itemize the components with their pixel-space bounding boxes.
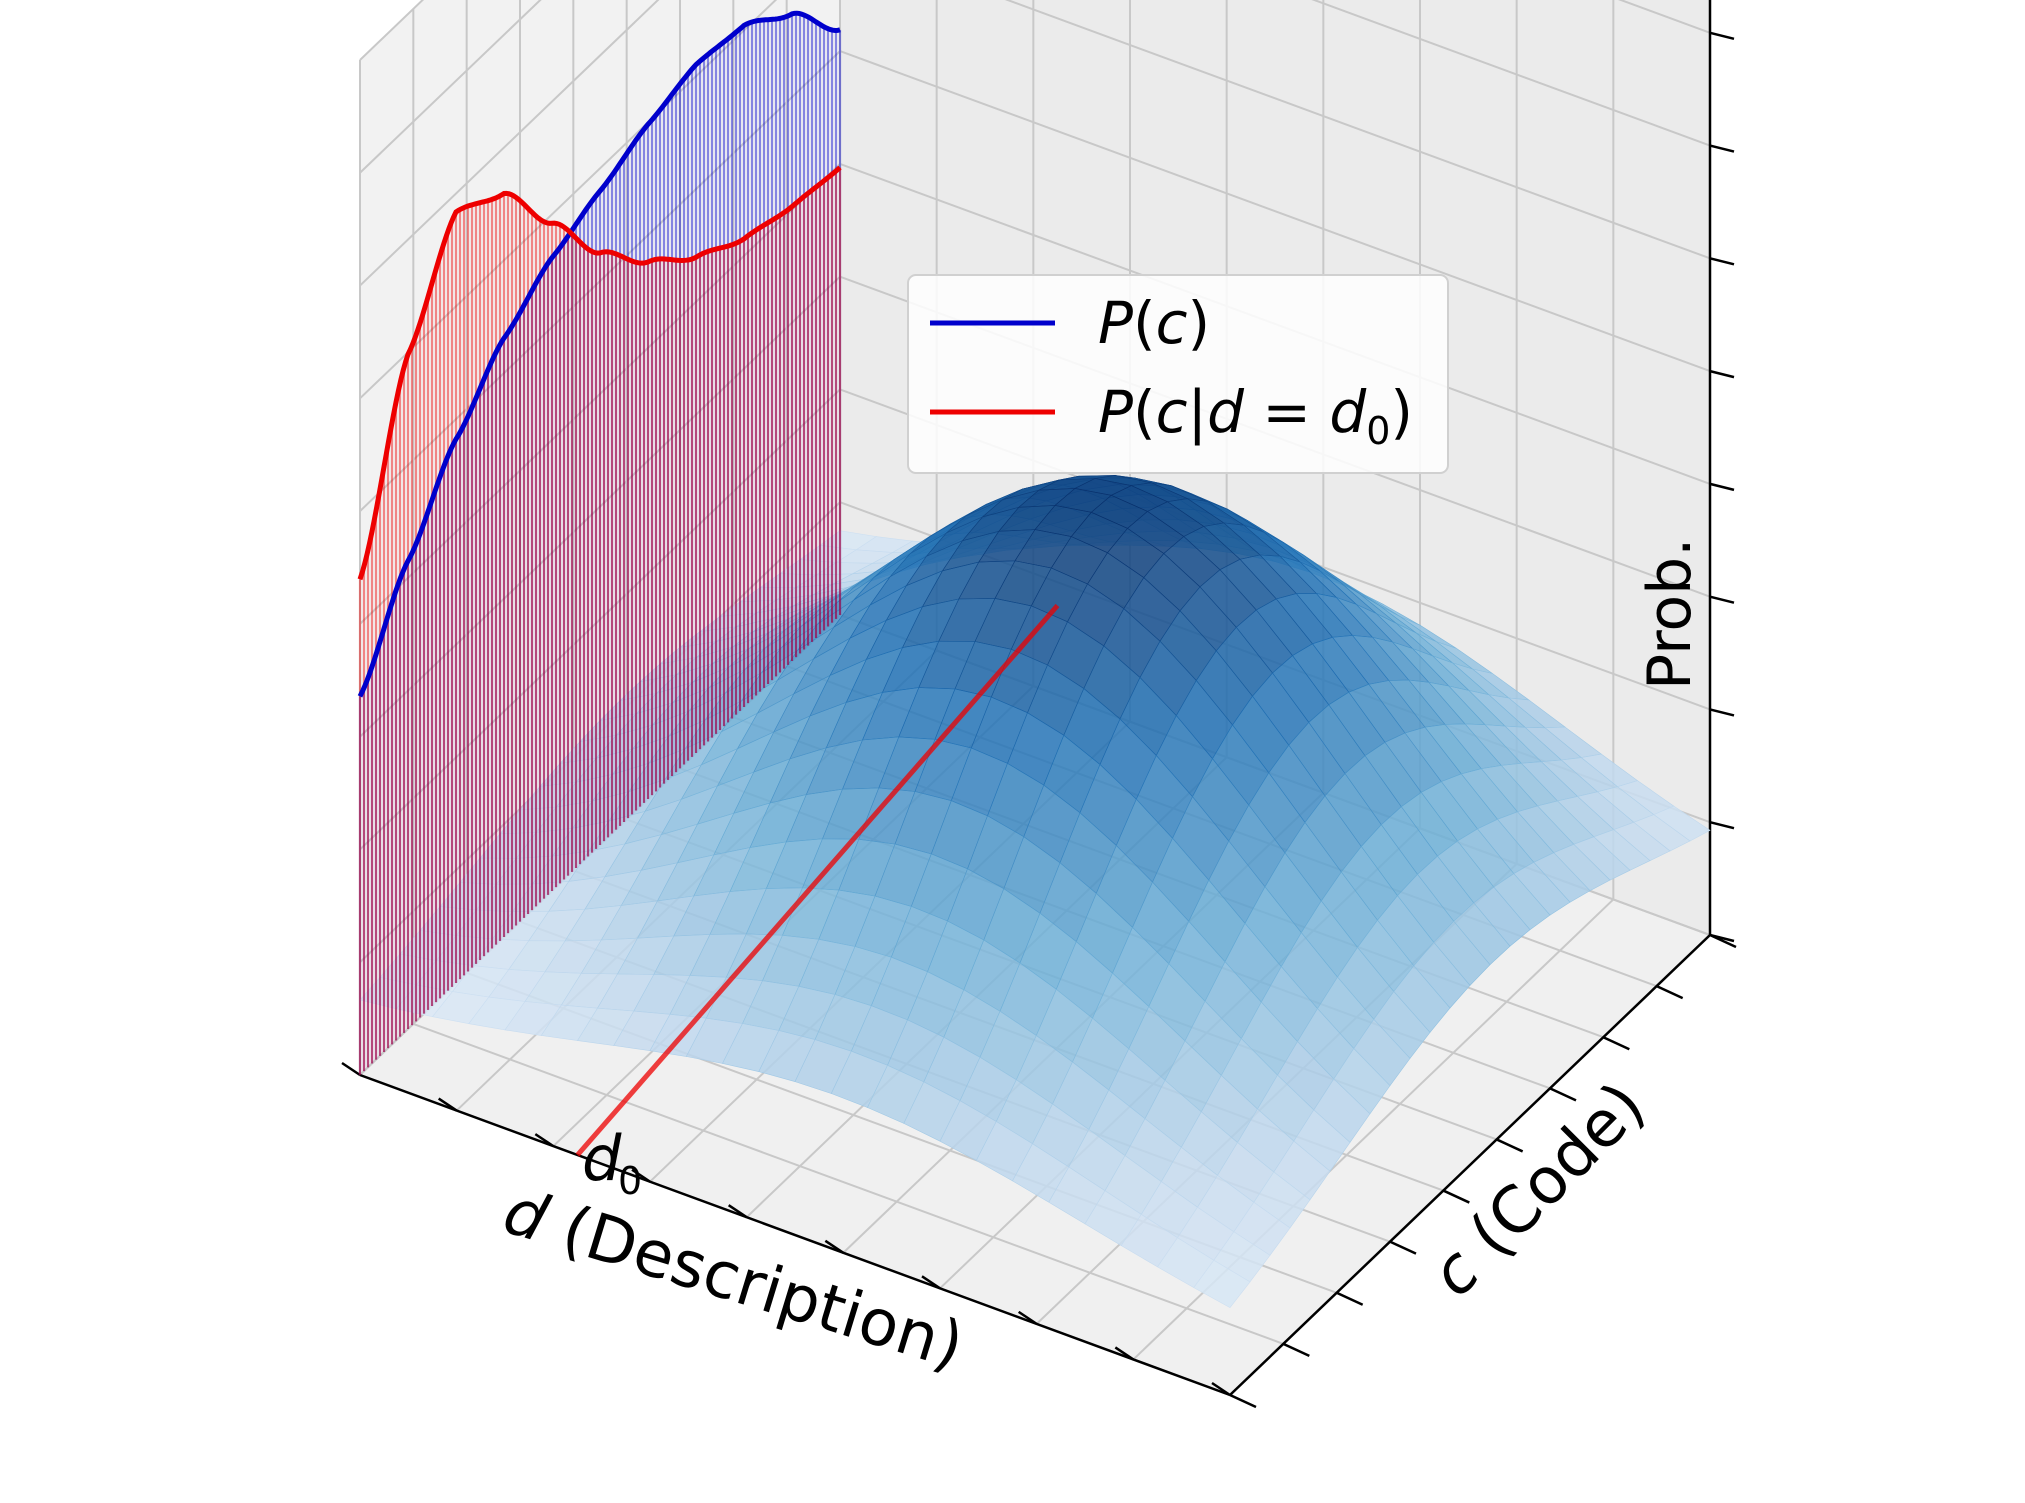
d0-line <box>575 603 1060 1157</box>
x-tick <box>631 1168 651 1183</box>
grid-back-z <box>359 275 841 738</box>
y-tick <box>1229 1393 1257 1409</box>
legend-label-pc: P(c) <box>1098 289 1210 357</box>
y-tick <box>1282 1342 1310 1358</box>
x-tick <box>437 1097 458 1112</box>
grid-back-z <box>359 0 660 287</box>
x-tick <box>534 1133 555 1148</box>
hatch-pcd <box>358 167 842 1075</box>
curve-series <box>357 10 842 1075</box>
grid-back-z <box>359 388 841 851</box>
y-axis-line <box>1229 934 1711 1396</box>
z-tick <box>1709 708 1735 717</box>
y-tick <box>1442 1189 1470 1204</box>
d0-marker-line <box>575 603 1060 1157</box>
grid-back-z <box>359 0 778 400</box>
svg-text:d: d <box>582 1122 622 1195</box>
svg-text:0: 0 <box>618 1159 642 1203</box>
y-tick <box>1656 984 1684 1000</box>
z-tick <box>1709 482 1735 492</box>
x-axis-line <box>359 1073 1231 1397</box>
z-tick <box>1709 31 1735 40</box>
y-tick <box>1602 1036 1630 1051</box>
y-tick <box>1336 1291 1364 1306</box>
axis-lines <box>341 0 1737 1409</box>
grid-side-z <box>839 50 1711 373</box>
y-tick <box>1549 1087 1577 1102</box>
legend-label-pcd: P(c|d = d0) <box>1098 378 1413 453</box>
series-line-pc <box>357 10 841 698</box>
z-tick <box>1709 257 1735 266</box>
hatch-pc <box>358 13 842 1075</box>
surface-patch <box>1193 1259 1251 1308</box>
z-tick <box>1709 821 1735 830</box>
x-tick <box>1211 1381 1231 1397</box>
grid-back-z <box>359 0 542 174</box>
grid-back-z <box>359 163 841 625</box>
legend-item-pcd: P(c|d = d0) <box>930 378 1413 453</box>
grid-back-z <box>359 50 841 512</box>
series-line-pcd <box>357 165 842 581</box>
z-tick <box>1709 369 1735 379</box>
surface-plot <box>359 475 1711 1308</box>
x-tick <box>1017 1310 1038 1325</box>
z-tick <box>1709 144 1735 153</box>
legend: P(c) P(c|d = d0) <box>907 274 1449 474</box>
z-tick <box>1709 595 1735 604</box>
grid-floor-c <box>412 1022 1284 1345</box>
grid-side-z <box>1004 0 1711 260</box>
x-tick <box>824 1239 845 1254</box>
y-tick <box>1389 1240 1417 1255</box>
y-tick <box>1496 1138 1524 1153</box>
x-tick <box>727 1204 748 1219</box>
x-tick <box>341 1061 361 1077</box>
legend-item-pc: P(c) <box>930 289 1210 357</box>
z-axis-title: Prob. <box>1635 538 1705 690</box>
x-tick-label-d0: d 0 <box>582 1122 642 1203</box>
x-tick <box>921 1275 941 1290</box>
x-tick <box>1114 1346 1135 1361</box>
y-tick <box>1709 933 1737 949</box>
grid-side-z <box>1311 0 1711 147</box>
